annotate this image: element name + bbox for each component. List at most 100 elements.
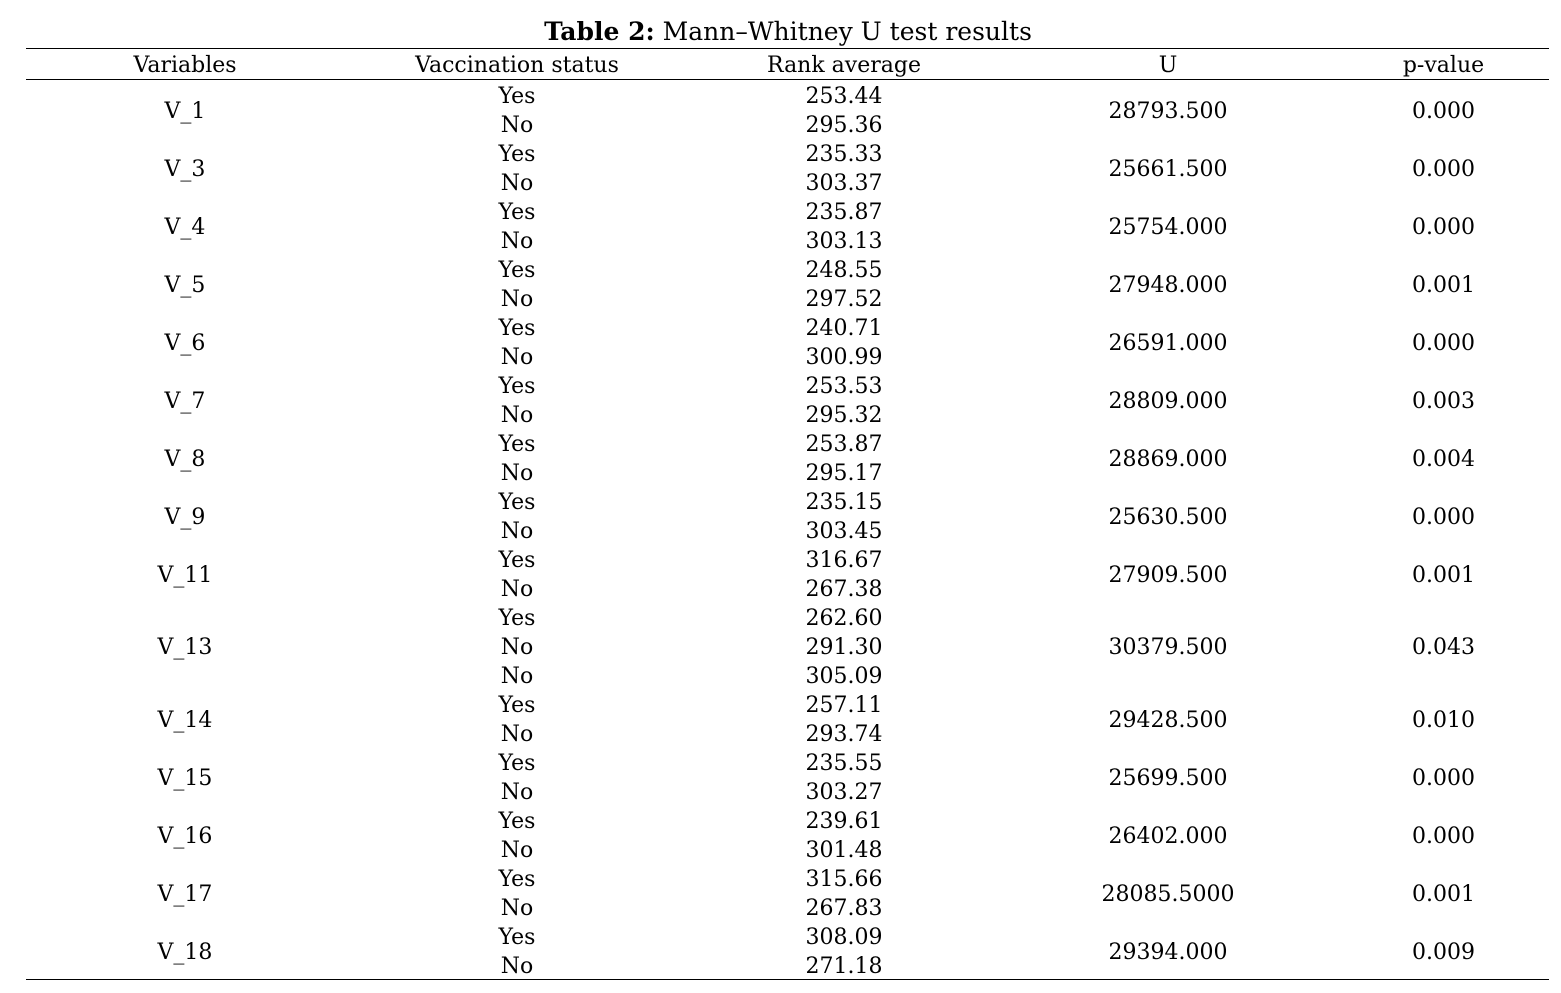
row-rank-average: 253.44 — [805, 84, 883, 109]
row-vaccination-status: Yes — [498, 432, 536, 457]
header-vaccination-status: Vaccination status — [415, 53, 619, 78]
row-vaccination-status: No — [500, 113, 534, 138]
row-rank-average: 295.36 — [805, 113, 883, 138]
row-vaccination-status: Yes — [498, 751, 536, 776]
row-vaccination-status: Yes — [498, 316, 536, 341]
row-variable: V_5 — [164, 272, 206, 298]
row-variable: V_3 — [164, 156, 206, 182]
row-vaccination-status: No — [500, 635, 534, 660]
row-rank-average: 315.66 — [805, 867, 883, 892]
row-p-value: 0.009 — [1412, 939, 1475, 965]
row-vaccination-status: No — [500, 577, 534, 602]
table-header-rule — [26, 79, 1549, 80]
row-vaccination-status: Yes — [498, 490, 536, 515]
row-vaccination-status: No — [500, 519, 534, 544]
row-vaccination-status: Yes — [498, 258, 536, 283]
row-rank-average: 308.09 — [805, 925, 883, 950]
row-variable: V_9 — [164, 504, 206, 530]
row-variable: V_7 — [164, 388, 206, 414]
row-vaccination-status: No — [500, 461, 534, 486]
row-rank-average: 293.74 — [805, 722, 883, 747]
row-vaccination-status: No — [500, 403, 534, 428]
row-p-value: 0.000 — [1412, 214, 1475, 240]
row-variable: V_8 — [164, 446, 206, 472]
row-u-value: 27909.500 — [1108, 562, 1228, 588]
row-rank-average: 235.87 — [805, 200, 883, 225]
row-u-value: 27948.000 — [1108, 272, 1228, 298]
table-caption-text: Mann–Whitney U test results — [662, 17, 1032, 46]
row-rank-average: 267.83 — [805, 896, 883, 921]
row-vaccination-status: Yes — [498, 142, 536, 167]
row-u-value: 26402.000 — [1108, 823, 1228, 849]
header-p-value: p-value — [1402, 53, 1485, 78]
row-vaccination-status: Yes — [498, 548, 536, 573]
row-rank-average: 291.30 — [805, 635, 883, 660]
row-p-value: 0.003 — [1412, 388, 1475, 414]
row-u-value: 25661.500 — [1108, 156, 1228, 182]
row-p-value: 0.000 — [1412, 330, 1475, 356]
row-rank-average: 301.48 — [805, 838, 883, 863]
row-vaccination-status: No — [500, 664, 534, 689]
row-p-value: 0.001 — [1412, 562, 1475, 588]
row-u-value: 25754.000 — [1108, 214, 1228, 240]
row-u-value: 25630.500 — [1108, 504, 1228, 530]
row-p-value: 0.000 — [1412, 156, 1475, 182]
row-variable: V_16 — [157, 823, 213, 849]
row-rank-average: 316.67 — [805, 548, 883, 573]
row-p-value: 0.010 — [1412, 707, 1475, 733]
row-vaccination-status: No — [500, 896, 534, 921]
row-p-value: 0.043 — [1412, 635, 1475, 660]
row-rank-average: 300.99 — [805, 345, 883, 370]
row-rank-average: 303.45 — [805, 519, 883, 544]
row-rank-average: 257.11 — [805, 693, 883, 718]
row-u-value: 30379.500 — [1108, 635, 1228, 660]
row-vaccination-status: No — [500, 171, 534, 196]
row-vaccination-status: Yes — [498, 693, 536, 718]
row-vaccination-status: Yes — [498, 84, 536, 109]
row-u-value: 26591.000 — [1108, 330, 1228, 356]
row-rank-average: 253.53 — [805, 374, 883, 399]
row-rank-average: 303.13 — [805, 229, 883, 254]
row-rank-average: 267.38 — [805, 577, 883, 602]
row-rank-average: 295.17 — [805, 461, 883, 486]
row-variable: V_1 — [164, 98, 206, 124]
row-rank-average: 240.71 — [805, 316, 883, 341]
row-variable: V_15 — [157, 765, 213, 791]
table-bottom-rule — [26, 979, 1549, 980]
row-vaccination-status: No — [500, 780, 534, 805]
row-p-value: 0.000 — [1412, 765, 1475, 791]
header-u: U — [1158, 53, 1178, 78]
row-variable: V_13 — [157, 635, 213, 660]
row-vaccination-status: No — [500, 954, 534, 979]
table-caption-label: Table 2: — [544, 17, 655, 46]
table-top-rule — [26, 48, 1549, 49]
row-u-value: 28869.000 — [1108, 446, 1228, 472]
row-u-value: 28085.5000 — [1101, 881, 1235, 907]
header-rank-average: Rank average — [767, 53, 921, 78]
row-vaccination-status: Yes — [498, 867, 536, 892]
row-p-value: 0.001 — [1412, 272, 1475, 298]
row-variable: V_17 — [157, 881, 213, 907]
header-variables: Variables — [133, 53, 237, 78]
row-u-value: 25699.500 — [1108, 765, 1228, 791]
row-vaccination-status: No — [500, 838, 534, 863]
row-p-value: 0.001 — [1412, 881, 1475, 907]
row-variable: V_6 — [164, 330, 206, 356]
row-rank-average: 297.52 — [805, 287, 883, 312]
row-u-value: 29394.000 — [1108, 939, 1228, 965]
row-rank-average: 235.15 — [805, 490, 883, 515]
row-u-value: 29428.500 — [1108, 707, 1228, 733]
row-rank-average: 239.61 — [805, 809, 883, 834]
row-p-value: 0.004 — [1412, 446, 1475, 472]
row-vaccination-status: Yes — [498, 925, 536, 950]
row-vaccination-status: Yes — [498, 606, 536, 631]
row-vaccination-status: No — [500, 722, 534, 747]
row-rank-average: 305.09 — [805, 664, 883, 689]
table-caption: Table 2: Mann–Whitney U test results — [0, 14, 1561, 50]
row-vaccination-status: No — [500, 345, 534, 370]
row-vaccination-status: Yes — [498, 200, 536, 225]
row-rank-average: 235.33 — [805, 142, 883, 167]
row-rank-average: 271.18 — [805, 954, 883, 979]
row-rank-average: 303.37 — [805, 171, 883, 196]
row-p-value: 0.000 — [1412, 823, 1475, 849]
